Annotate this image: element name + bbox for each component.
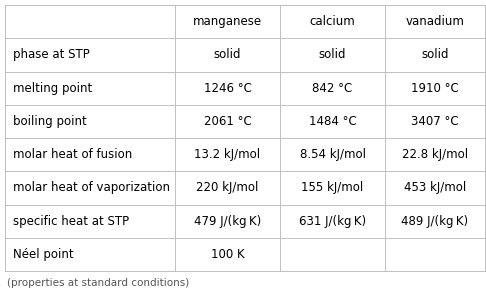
Text: phase at STP: phase at STP (13, 48, 90, 61)
Text: 8.54 kJ/mol: 8.54 kJ/mol (299, 148, 365, 161)
Text: 842 °C: 842 °C (312, 82, 353, 95)
Text: 2061 °C: 2061 °C (204, 115, 251, 128)
Text: Néel point: Néel point (13, 248, 73, 261)
Text: solid: solid (319, 48, 346, 61)
Text: calcium: calcium (310, 15, 355, 28)
Text: 453 kJ/mol: 453 kJ/mol (404, 181, 466, 194)
Text: manganese: manganese (193, 15, 262, 28)
Text: 1484 °C: 1484 °C (309, 115, 356, 128)
Text: boiling point: boiling point (13, 115, 87, 128)
Text: 22.8 kJ/mol: 22.8 kJ/mol (402, 148, 468, 161)
Text: 1910 °C: 1910 °C (411, 82, 459, 95)
Text: solid: solid (421, 48, 449, 61)
Text: 13.2 kJ/mol: 13.2 kJ/mol (194, 148, 260, 161)
Text: 631 J/(kg K): 631 J/(kg K) (299, 215, 366, 228)
Text: solid: solid (214, 48, 241, 61)
Text: 1246 °C: 1246 °C (204, 82, 251, 95)
Text: 3407 °C: 3407 °C (411, 115, 459, 128)
Text: molar heat of vaporization: molar heat of vaporization (13, 181, 170, 194)
Text: molar heat of fusion: molar heat of fusion (13, 148, 132, 161)
Text: 100 K: 100 K (211, 248, 244, 261)
Text: 220 kJ/mol: 220 kJ/mol (196, 181, 259, 194)
Text: 479 J/(kg K): 479 J/(kg K) (194, 215, 261, 228)
Text: 155 kJ/mol: 155 kJ/mol (301, 181, 364, 194)
Text: 489 J/(kg K): 489 J/(kg K) (401, 215, 469, 228)
Text: melting point: melting point (13, 82, 92, 95)
Text: specific heat at STP: specific heat at STP (13, 215, 129, 228)
Text: (properties at standard conditions): (properties at standard conditions) (7, 278, 189, 288)
Text: vanadium: vanadium (405, 15, 465, 28)
